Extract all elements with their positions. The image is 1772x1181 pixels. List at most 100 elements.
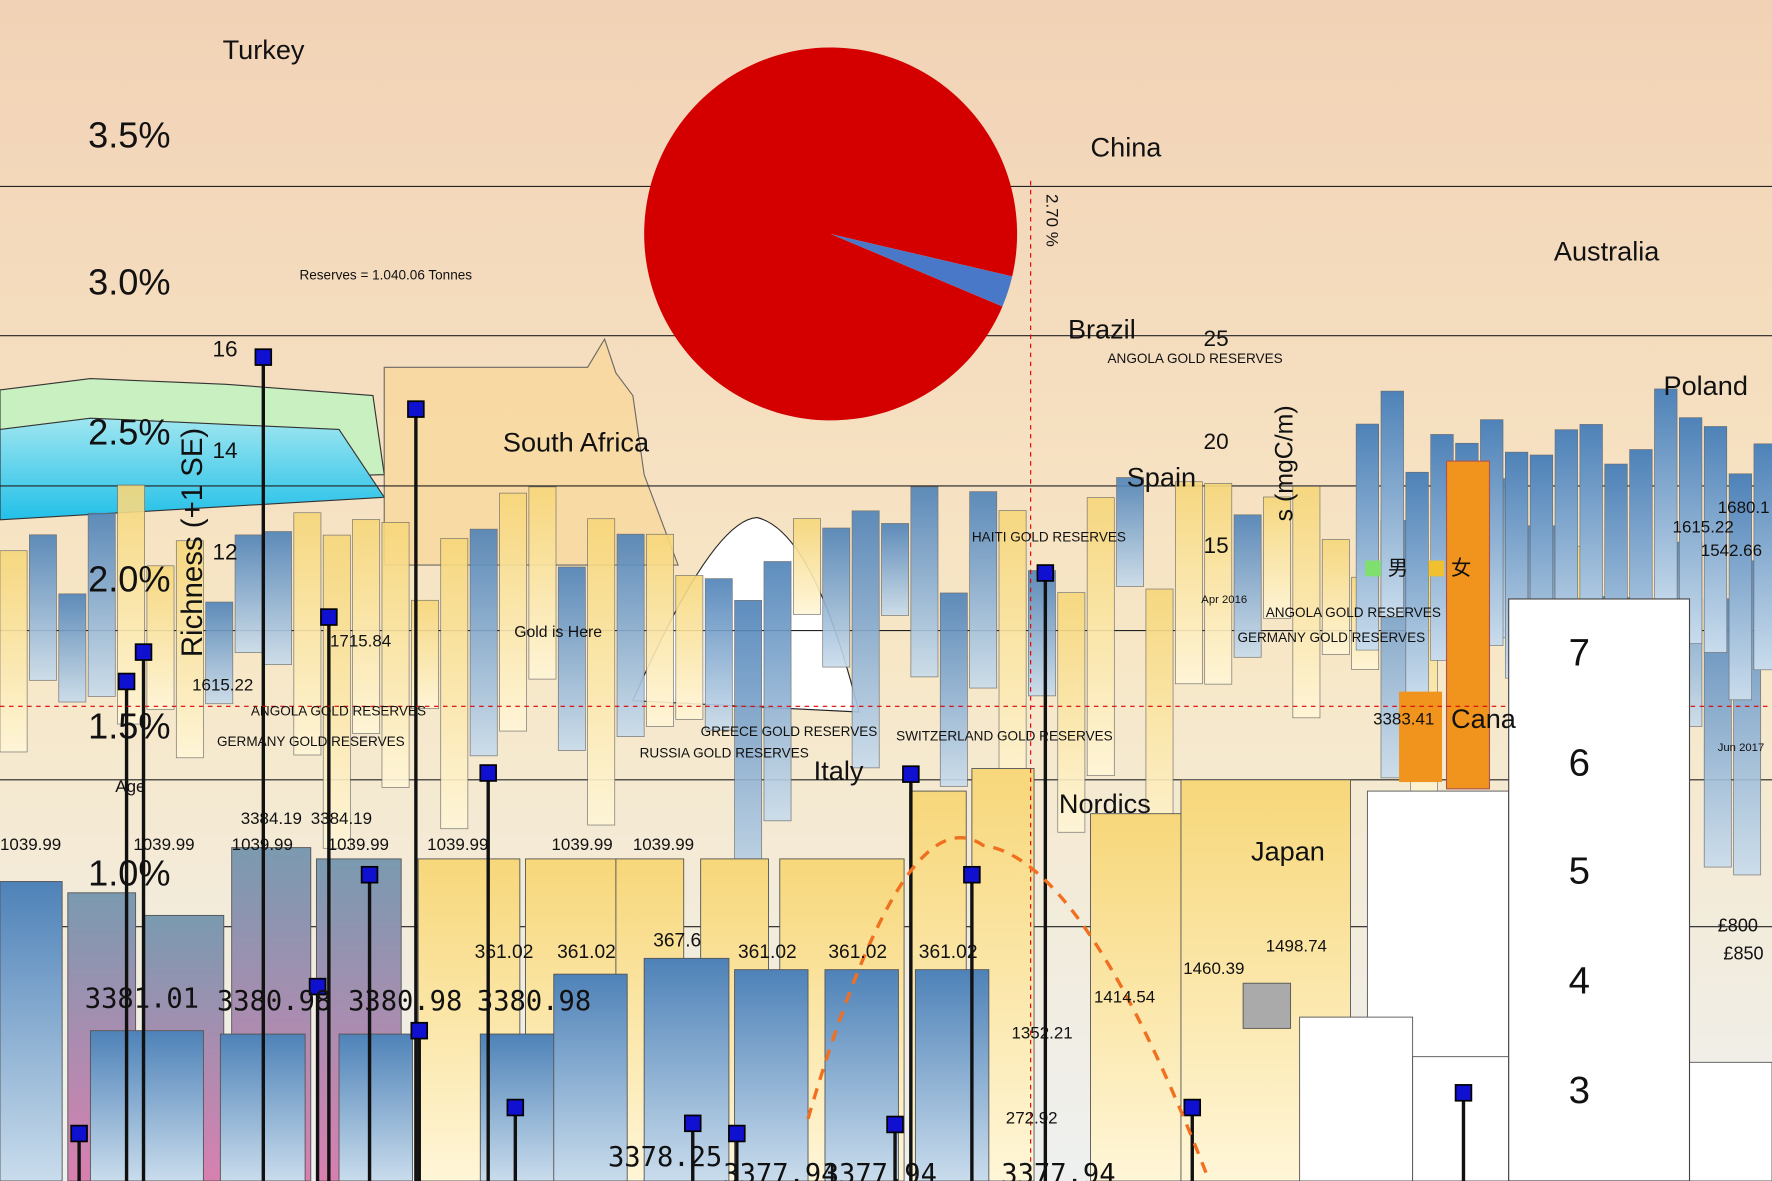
bar-shape: [0, 550, 28, 753]
countries: Italy: [814, 755, 864, 786]
lollipop-axis: 14: [212, 438, 237, 463]
row-labels: 1039.99: [551, 835, 612, 854]
lollipop-axis: 16: [212, 336, 237, 361]
bar-shape: [1405, 471, 1429, 699]
bar-shape: [469, 528, 498, 757]
bar-shape: [338, 1033, 413, 1181]
big-bar-labels: 3380.98: [217, 986, 331, 1017]
row-labels: 1352.21: [1011, 1024, 1072, 1043]
lollipop-head: [902, 765, 920, 783]
lollipop-head: [963, 865, 981, 884]
bar-shape: [1399, 691, 1443, 783]
big-bar-labels: 3377.94: [723, 1159, 837, 1181]
mid-bar-labels: 361.02: [919, 942, 978, 963]
big-bar-labels: 3378.25: [608, 1142, 722, 1173]
percent-axis: 2.0%: [88, 559, 170, 600]
pie-label: 2.70 %: [1043, 194, 1062, 247]
bar-shape: [1263, 496, 1291, 619]
bar-shape: [499, 492, 527, 732]
pie-slice: [644, 47, 1018, 421]
lollipop-head: [320, 608, 338, 626]
annotation: Reserves = 1.040.06 Tonnes: [299, 267, 472, 282]
bar-shape: [29, 534, 57, 681]
row-labels: 3383.41: [1373, 709, 1434, 728]
bar-shape: [1654, 388, 1678, 616]
reserve-labels: ANGOLA GOLD RESERVES: [1266, 605, 1441, 620]
right-axis: 6: [1569, 741, 1590, 784]
bar-shape: [1086, 497, 1115, 777]
reserve-labels: RUSSIA GOLD RESERVES: [640, 745, 809, 760]
misc-label: Apr 2016: [1201, 594, 1247, 606]
lollipop-axis: 12: [212, 540, 237, 565]
misc-label: £850: [1723, 944, 1763, 964]
mid-bar-labels: 367.6: [653, 930, 701, 951]
bar-shape: [824, 969, 899, 1181]
row-labels: 1039.99: [232, 835, 293, 854]
percent-axis: 3.5%: [88, 114, 170, 155]
bar-shape: [704, 578, 733, 731]
bar-shape: [1412, 1056, 1510, 1181]
bar-shape: [914, 969, 990, 1181]
row-labels: 1498.74: [1266, 937, 1327, 956]
bar-shape: [1679, 417, 1703, 644]
bar-shape: [1355, 423, 1380, 651]
big-bar-labels: 3380.98: [348, 986, 462, 1017]
lollipop-head: [683, 1114, 702, 1133]
row-labels: 1680.1: [1718, 498, 1770, 517]
row-labels: 1715.84: [330, 631, 391, 650]
bar-shape: [440, 538, 469, 830]
pie-slice: [830, 233, 1013, 307]
bar-shape: [1380, 390, 1404, 618]
bar-shape: [1299, 1016, 1414, 1181]
reserve-labels: GREECE GOLD RESERVES: [701, 724, 878, 739]
countries: Japan: [1251, 835, 1325, 866]
row-labels: 3384.19: [241, 809, 302, 828]
row-labels: 1542.66: [1701, 541, 1762, 560]
bar-shape: [557, 566, 586, 751]
bar-shape: [89, 1030, 204, 1181]
bar-shape: [175, 540, 204, 759]
bar-shape: [881, 523, 909, 616]
lollipop-head: [479, 764, 497, 782]
bar-shape: [1242, 982, 1292, 1029]
row-labels: 1039.99: [133, 835, 194, 854]
lollipop-head: [360, 865, 379, 884]
countries: Nordics: [1059, 788, 1151, 819]
right-axis: 7: [1569, 632, 1590, 675]
right-axis: 3: [1569, 1069, 1590, 1112]
right-axis: 4: [1569, 959, 1590, 1002]
bar-shape: [1703, 426, 1728, 653]
row-labels: 1615.22: [1673, 517, 1734, 536]
percent-axis: 3.0%: [88, 261, 170, 302]
bar-shape: [553, 973, 628, 1181]
area-band: [0, 417, 386, 521]
misc-label: Gold is Here: [514, 624, 602, 641]
countries: China: [1091, 131, 1163, 162]
lollipop-head: [1454, 1084, 1473, 1102]
lollipop-head: [254, 348, 273, 366]
reserve-labels: SWITZERLAND GOLD RESERVES: [896, 728, 1113, 743]
percent-axis: 1.0%: [88, 852, 170, 893]
misc-label: £800: [1718, 915, 1758, 935]
row-labels: 1039.99: [0, 835, 61, 854]
bar-shape: [998, 510, 1027, 804]
mid-bar-labels: 361.02: [557, 942, 616, 963]
dashed-curve: [806, 835, 1211, 1181]
row-labels: 1615.22: [192, 675, 253, 694]
countries: Turkey: [223, 34, 305, 65]
reserve-labels: GERMANY GOLD RESERVES: [1237, 630, 1425, 645]
bar-shape: [293, 512, 322, 756]
legend-swatch: [1365, 560, 1381, 577]
lollipop-head: [1036, 564, 1055, 582]
big-bar-labels: 3380.98: [477, 986, 591, 1017]
lollipop-head: [70, 1124, 88, 1143]
bar-shape: [381, 522, 410, 788]
legend-label: 男: [1388, 558, 1408, 580]
lollipop-head: [506, 1098, 525, 1117]
bar-shape: [1204, 483, 1233, 685]
bar-shape: [792, 518, 821, 615]
lollipop-head: [886, 1115, 904, 1134]
legend-label: 女: [1451, 557, 1471, 580]
lollipop-head: [407, 400, 425, 418]
lollipop-axis: 25: [1204, 326, 1229, 351]
